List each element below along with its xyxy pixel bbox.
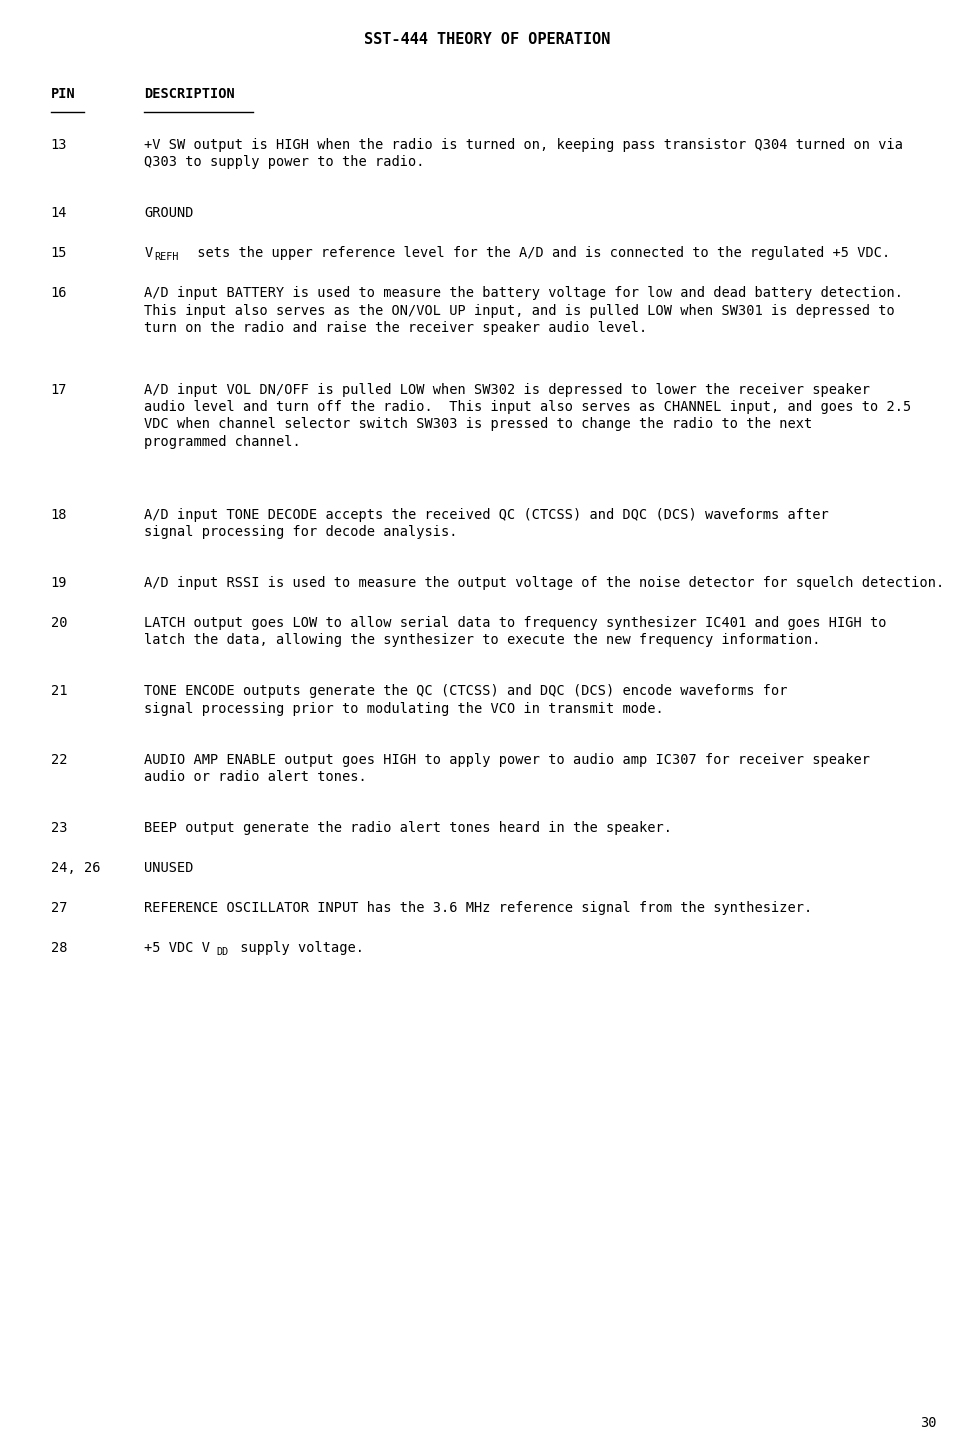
Text: 30: 30 [920,1415,937,1430]
Text: +V SW output is HIGH when the radio is turned on, keeping pass transistor Q304 t: +V SW output is HIGH when the radio is t… [144,138,903,170]
Text: A/D input RSSI is used to measure the output voltage of the noise detector for s: A/D input RSSI is used to measure the ou… [144,575,945,590]
Text: REFH: REFH [154,253,178,262]
Text: AUDIO AMP ENABLE output goes HIGH to apply power to audio amp IC307 for receiver: AUDIO AMP ENABLE output goes HIGH to app… [144,753,870,785]
Text: 14: 14 [51,206,67,221]
Text: DD: DD [216,947,229,956]
Text: UNUSED: UNUSED [144,860,194,875]
Text: 16: 16 [51,286,67,301]
Text: supply voltage.: supply voltage. [232,942,364,955]
Text: LATCH output goes LOW to allow serial data to frequency synthesizer IC401 and go: LATCH output goes LOW to allow serial da… [144,616,886,648]
Text: DESCRIPTION: DESCRIPTION [144,87,235,102]
Text: 19: 19 [51,575,67,590]
Text: V: V [144,246,152,260]
Text: +5 VDC V: +5 VDC V [144,942,210,955]
Text: BEEP output generate the radio alert tones heard in the speaker.: BEEP output generate the radio alert ton… [144,821,672,835]
Text: GROUND: GROUND [144,206,194,221]
Text: 13: 13 [51,138,67,153]
Text: 21: 21 [51,684,67,699]
Text: 22: 22 [51,753,67,767]
Text: SST-444 THEORY OF OPERATION: SST-444 THEORY OF OPERATION [364,32,610,46]
Text: 24, 26: 24, 26 [51,860,100,875]
Text: TONE ENCODE outputs generate the QC (CTCSS) and DQC (DCS) encode waveforms for
s: TONE ENCODE outputs generate the QC (CTC… [144,684,788,716]
Text: 17: 17 [51,382,67,397]
Text: A/D input VOL DN/OFF is pulled LOW when SW302 is depressed to lower the receiver: A/D input VOL DN/OFF is pulled LOW when … [144,382,912,449]
Text: A/D input TONE DECODE accepts the received QC (CTCSS) and DQC (DCS) waveforms af: A/D input TONE DECODE accepts the receiv… [144,507,829,539]
Text: 28: 28 [51,942,67,955]
Text: A/D input BATTERY is used to measure the battery voltage for low and dead batter: A/D input BATTERY is used to measure the… [144,286,903,334]
Text: REFERENCE OSCILLATOR INPUT has the 3.6 MHz reference signal from the synthesizer: REFERENCE OSCILLATOR INPUT has the 3.6 M… [144,901,812,915]
Text: sets the upper reference level for the A/D and is connected to the regulated +5 : sets the upper reference level for the A… [189,246,890,260]
Text: 15: 15 [51,246,67,260]
Text: 18: 18 [51,507,67,522]
Text: PIN: PIN [51,87,75,102]
Text: 27: 27 [51,901,67,915]
Text: 20: 20 [51,616,67,631]
Text: 23: 23 [51,821,67,835]
